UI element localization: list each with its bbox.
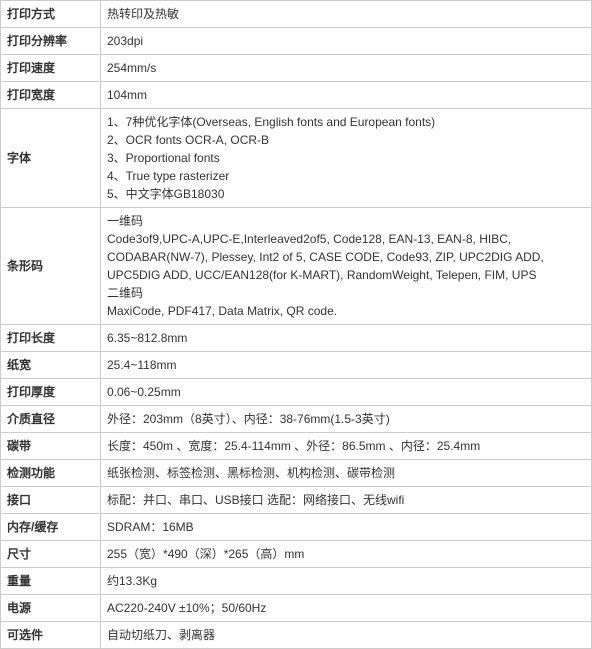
row-value: AC220-240V ±10%；50/60Hz: [101, 595, 592, 622]
spec-table-body: 打印方式热转印及热敏打印分辨率203dpi打印速度254mm/s打印宽度104m…: [1, 1, 592, 649]
row-label: 碳带: [1, 433, 101, 460]
row-label: 电源: [1, 595, 101, 622]
row-label: 接口: [1, 487, 101, 514]
row-value: 6.35~812.8mm: [101, 325, 592, 352]
table-row: 打印速度254mm/s: [1, 55, 592, 82]
table-row: 电源AC220-240V ±10%；50/60Hz: [1, 595, 592, 622]
row-value: 标配：并口、串口、USB接口 选配：网络接口、无线wifi: [101, 487, 592, 514]
table-row: 字体 1、7种优化字体(Overseas, English fonts and E…: [1, 109, 592, 208]
table-row: 打印方式热转印及热敏: [1, 1, 592, 28]
row-label: 检测功能: [1, 460, 101, 487]
row-value: 长度：450m 、宽度：25.4-114mm 、外径：86.5mm 、内径：25…: [101, 433, 592, 460]
row-value: 外径：203mm（8英寸）、内径：38-76mm(1.5-3英寸): [101, 406, 592, 433]
table-row: 尺寸255（宽）*490（深）*265（高）mm: [1, 541, 592, 568]
row-value: 一维码Code3of9,UPC-A,UPC-E,Interleaved2of5,…: [101, 208, 592, 325]
table-row: 打印厚度0.06~0.25mm: [1, 379, 592, 406]
row-value-line: Code3of9,UPC-A,UPC-E,Interleaved2of5, Co…: [107, 230, 585, 284]
row-value: 1、7种优化字体(Overseas, English fonts and Eur…: [101, 109, 592, 208]
row-value: 255（宽）*490（深）*265（高）mm: [101, 541, 592, 568]
row-label: 尺寸: [1, 541, 101, 568]
row-label: 打印宽度: [1, 82, 101, 109]
table-row: 打印长度6.35~812.8mm: [1, 325, 592, 352]
table-row: 介质直径外径：203mm（8英寸）、内径：38-76mm(1.5-3英寸): [1, 406, 592, 433]
row-value: 热转印及热敏: [101, 1, 592, 28]
table-row: 打印宽度104mm: [1, 82, 592, 109]
row-value: 203dpi: [101, 28, 592, 55]
table-row: 接口标配：并口、串口、USB接口 选配：网络接口、无线wifi: [1, 487, 592, 514]
row-value: 纸张检测、标签检测、黑标检测、机构检测、碳带检测: [101, 460, 592, 487]
row-value-line: 3、Proportional fonts: [107, 149, 585, 167]
row-value-line: MaxiCode, PDF417, Data Matrix, QR code.: [107, 302, 585, 320]
row-value: 254mm/s: [101, 55, 592, 82]
row-value-line: 二维码: [107, 284, 585, 302]
row-value-line: 4、True type rasterizer: [107, 167, 585, 185]
table-row: 内存/缓存SDRAM：16MB: [1, 514, 592, 541]
row-label: 条形码: [1, 208, 101, 325]
row-value-line: 一维码: [107, 212, 585, 230]
row-label: 打印方式: [1, 1, 101, 28]
row-label: 可选件: [1, 622, 101, 649]
row-label: 字体: [1, 109, 101, 208]
row-value-line: 5、中文字体GB18030: [107, 185, 585, 203]
row-value: 约13.3Kg: [101, 568, 592, 595]
table-row: 重量约13.3Kg: [1, 568, 592, 595]
row-value: SDRAM：16MB: [101, 514, 592, 541]
row-label: 重量: [1, 568, 101, 595]
row-label: 打印长度: [1, 325, 101, 352]
row-label: 介质直径: [1, 406, 101, 433]
row-value: 0.06~0.25mm: [101, 379, 592, 406]
table-row: 检测功能纸张检测、标签检测、黑标检测、机构检测、碳带检测: [1, 460, 592, 487]
table-row: 条形码一维码Code3of9,UPC-A,UPC-E,Interleaved2o…: [1, 208, 592, 325]
table-row: 纸宽25.4~118mm: [1, 352, 592, 379]
row-value: 自动切纸刀、剥离器: [101, 622, 592, 649]
row-value: 104mm: [101, 82, 592, 109]
table-row: 可选件自动切纸刀、剥离器: [1, 622, 592, 649]
row-label: 打印分辨率: [1, 28, 101, 55]
spec-table: 打印方式热转印及热敏打印分辨率203dpi打印速度254mm/s打印宽度104m…: [0, 0, 592, 649]
row-label: 打印速度: [1, 55, 101, 82]
row-label: 打印厚度: [1, 379, 101, 406]
row-value-line: 2、OCR fonts OCR-A, OCR-B: [107, 131, 585, 149]
row-value: 25.4~118mm: [101, 352, 592, 379]
table-row: 打印分辨率203dpi: [1, 28, 592, 55]
row-value-line: 1、7种优化字体(Overseas, English fonts and Eur…: [107, 113, 585, 131]
table-row: 碳带长度：450m 、宽度：25.4-114mm 、外径：86.5mm 、内径：…: [1, 433, 592, 460]
row-label: 纸宽: [1, 352, 101, 379]
row-label: 内存/缓存: [1, 514, 101, 541]
